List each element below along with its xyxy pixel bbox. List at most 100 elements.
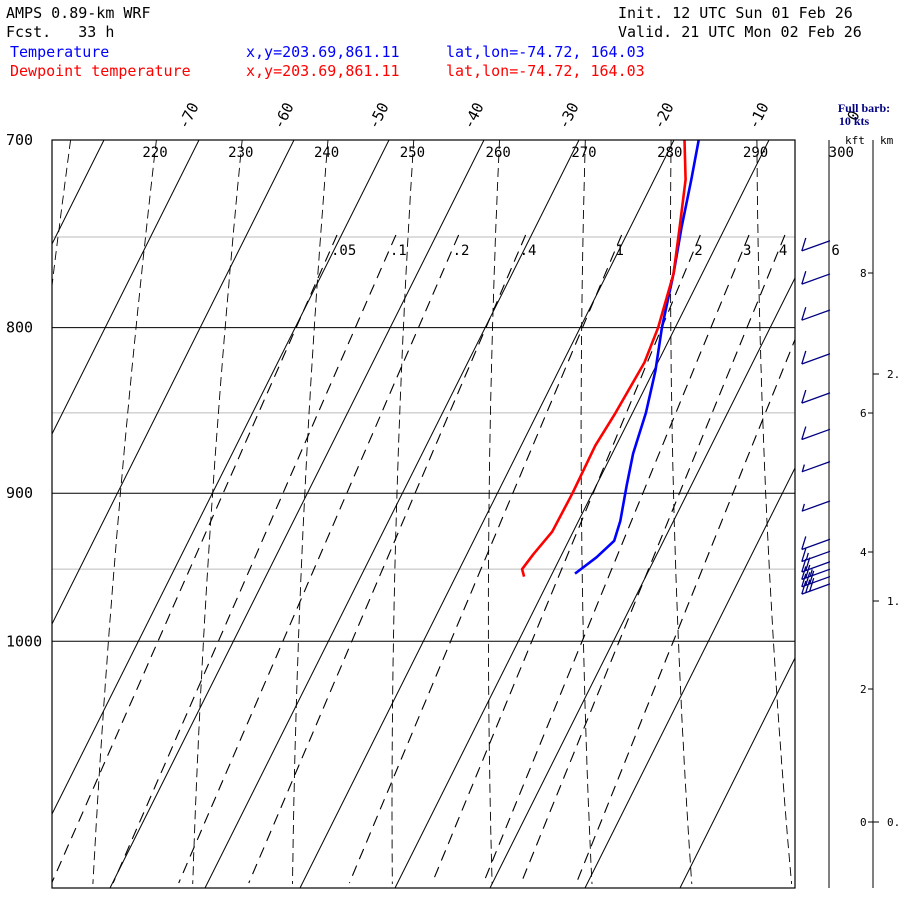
- valid-time: Valid. 21 UTC Mon 02 Feb 26: [618, 23, 862, 41]
- dry-adiabat-line: [52, 140, 72, 290]
- wind-barb: [801, 570, 831, 588]
- mixing-ratio-line: [248, 234, 527, 884]
- wind-barb: [801, 389, 831, 404]
- wind-barb-full: [805, 572, 811, 586]
- dry-adiabat-line: [92, 140, 157, 885]
- wind-barb: [801, 270, 831, 285]
- wind-barb: [801, 426, 831, 441]
- forecast-hour: Fcst. 33 h: [6, 23, 115, 41]
- wind-barb: [801, 237, 831, 252]
- wind-barb-staff: [801, 353, 831, 365]
- isotherm-label: -10: [744, 100, 772, 132]
- isotherm-line: [0, 140, 9, 888]
- mixing-ratio-line: [348, 234, 623, 884]
- isotherm-line: [52, 140, 390, 816]
- mixing-ratio-label: 1: [616, 243, 624, 259]
- wind-barb-full: [809, 570, 815, 585]
- isotherm-line: [52, 140, 295, 626]
- km-axis-label: km: [880, 134, 894, 147]
- wind-barb-staff: [801, 500, 831, 512]
- wind-barb-staff: [801, 273, 831, 285]
- dry-adiabat-label: 230: [228, 145, 253, 161]
- wind-barb-full: [801, 573, 807, 587]
- dewpoint-profile-line: [520, 140, 687, 577]
- kft-tick-label: 6: [860, 407, 867, 420]
- kft-tick-label: 2: [860, 683, 867, 696]
- dry-adiabat-line: [487, 140, 500, 885]
- isotherm-line: [584, 466, 795, 888]
- isotherm-line: [204, 140, 580, 888]
- wind-barb-half: [805, 552, 809, 561]
- mixing-ratio-label: 2: [694, 243, 702, 259]
- legend-dewpoint-label: Dewpoint temperature: [10, 62, 191, 80]
- dry-adiabat-line: [670, 140, 693, 885]
- mixing-ratio-label: .4: [520, 243, 537, 259]
- isotherm-line: [679, 656, 795, 888]
- kft-tick-label: 0: [860, 816, 867, 829]
- isotherm-label: -50: [364, 100, 392, 132]
- wind-barb-staff: [801, 538, 831, 551]
- wind-barb: [801, 557, 831, 573]
- mixing-ratio-label: .05: [331, 243, 356, 259]
- wind-barb-full: [801, 237, 807, 252]
- isotherm-line: [52, 140, 200, 436]
- dry-adiabat-line: [391, 140, 415, 884]
- dry-adiabat-line: [192, 140, 243, 885]
- wind-barb: [801, 461, 831, 473]
- wind-barb-full: [801, 426, 807, 440]
- dry-adiabat-line: [843, 140, 892, 884]
- pressure-tick-label: 700: [6, 131, 33, 149]
- kft-tick-label: 4: [860, 546, 867, 559]
- mixing-ratio-label: 6: [831, 243, 839, 259]
- chart-header: AMPS 0.89-km WRF Fcst. 33 h Init. 12 UTC…: [0, 0, 900, 80]
- isotherm-line: [394, 140, 770, 888]
- wind-barb-half: [801, 503, 805, 512]
- wind-barb: [801, 548, 831, 563]
- dry-adiabat-line: [580, 140, 593, 885]
- wind-barb-full: [801, 306, 807, 321]
- dry-adiabat-line: [292, 140, 329, 885]
- dry-adiabat-label: 260: [486, 145, 511, 161]
- dry-adiabat-line: [756, 140, 793, 885]
- legend-dewpoint-xy: x,y=203.69,861.11: [246, 62, 400, 80]
- mixing-ratio-label: 3: [743, 243, 751, 259]
- wind-barb-staff: [801, 392, 831, 404]
- mixing-ratio-label: .1: [390, 243, 407, 259]
- pressure-tick-label: 900: [6, 484, 33, 502]
- isotherm-label: -40: [459, 100, 487, 132]
- wind-note-line1: Full barb:: [838, 101, 890, 115]
- wind-barb: [801, 564, 831, 580]
- wind-barb-full: [801, 350, 807, 365]
- wind-barb-staff: [801, 461, 831, 473]
- wind-barb-full: [801, 580, 807, 595]
- dry-adiabat-label: 270: [571, 145, 596, 161]
- isotherm-label: -20: [649, 100, 677, 132]
- km-tick-label: 0.: [887, 816, 900, 829]
- dry-adiabat-label: 240: [314, 145, 339, 161]
- dry-adiabat-label: 280: [657, 145, 682, 161]
- wind-barb-staff: [801, 428, 831, 441]
- wind-barb-full: [801, 548, 807, 562]
- km-tick-label: 1.: [887, 595, 900, 608]
- pressure-tick-label: 800: [6, 319, 33, 337]
- isotherm-label: -30: [554, 100, 582, 132]
- wind-barb-full: [801, 536, 807, 550]
- mixing-ratio-label: .2: [453, 243, 470, 259]
- temperature-profile-line: [574, 140, 700, 575]
- wind-barb-full: [805, 579, 811, 593]
- model-title: AMPS 0.89-km WRF: [6, 4, 151, 22]
- wind-barb-full: [801, 389, 807, 404]
- mixing-ratio-label: 4: [779, 243, 787, 259]
- isotherm-line: [489, 276, 795, 888]
- wind-barb-half: [809, 569, 813, 577]
- km-tick-label: 2.: [887, 368, 900, 381]
- dry-adiabat-label: 220: [142, 145, 167, 161]
- init-time: Init. 12 UTC Sun 01 Feb 26: [618, 4, 853, 22]
- dry-adiabat-label: 290: [743, 145, 768, 161]
- wind-barb-staff: [801, 309, 831, 321]
- isotherm-line: [299, 140, 675, 888]
- pressure-tick-label: 1000: [6, 632, 42, 650]
- wind-barb: [801, 536, 831, 551]
- mixing-ratio-line: [52, 234, 338, 884]
